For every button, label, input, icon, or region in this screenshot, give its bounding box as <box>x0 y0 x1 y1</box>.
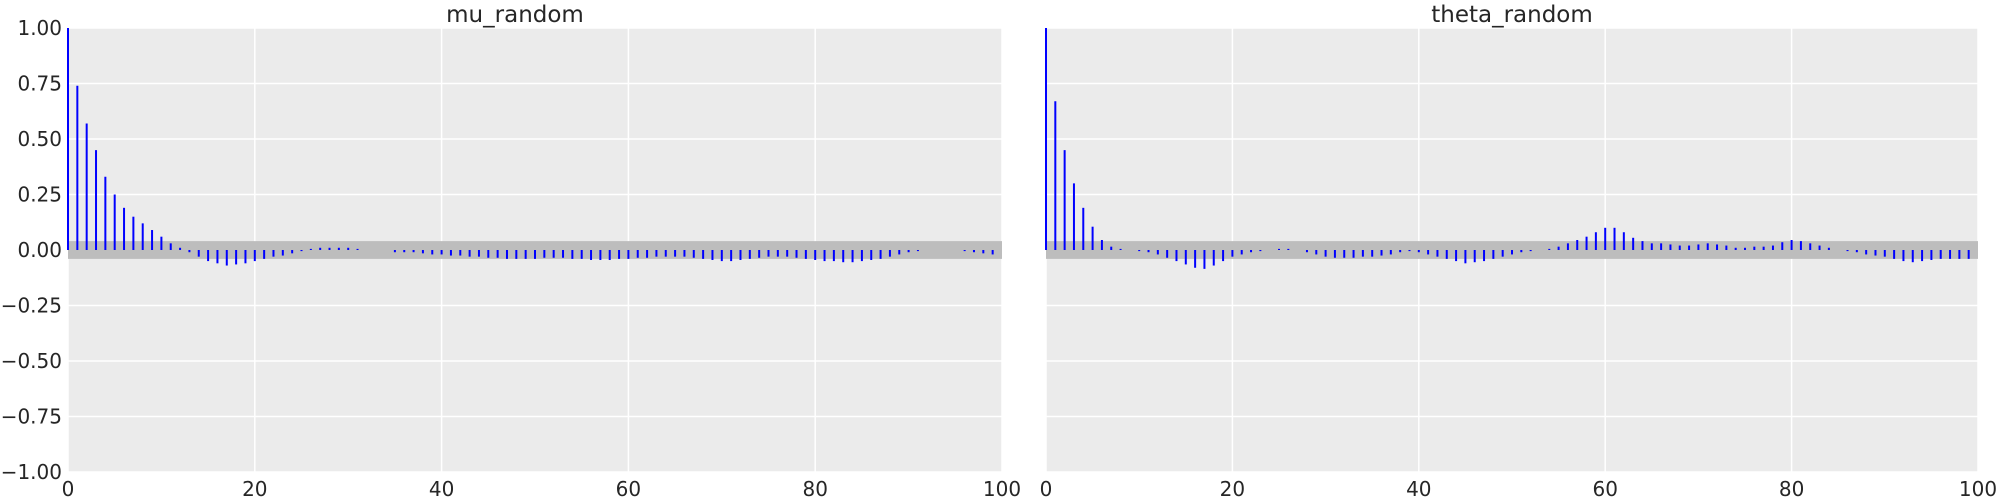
x-tick-label: 0 <box>62 477 75 500</box>
x-tick-label: 40 <box>429 477 454 500</box>
x-tick-label: 100 <box>983 477 1021 500</box>
x-tick-label: 60 <box>1592 477 1617 500</box>
y-tick-label: −1.00 <box>1 460 62 484</box>
y-tick-label: 0.25 <box>17 183 62 207</box>
x-tick-label: 0 <box>1040 477 1053 500</box>
y-tick-label: 1.00 <box>17 16 62 40</box>
theta-random-autocorrelation-panel: 0 20 40 60 80 100 theta_random <box>1040 2 1997 500</box>
mu-random-autocorrelation-panel: 0 20 40 60 80 100 1.00 0.75 0.50 0.25 0.00 −0.25 −0.… <box>1 2 1021 500</box>
x-tick-label: 40 <box>1406 477 1431 500</box>
y-tick-label: −0.25 <box>1 294 62 318</box>
y-tick-label: 0.50 <box>17 127 62 151</box>
y-tick-label: 0.75 <box>17 72 62 96</box>
y-tick-label: 0.00 <box>17 238 62 262</box>
x-tick-label: 60 <box>616 477 641 500</box>
x-tick-label: 20 <box>242 477 267 500</box>
y-tick-label: −0.50 <box>1 349 62 373</box>
panel-title: theta_random <box>1431 2 1593 28</box>
x-tick-label: 100 <box>1959 477 1997 500</box>
x-tick-label: 80 <box>1779 477 1804 500</box>
x-tick-label: 20 <box>1220 477 1245 500</box>
panel-title: mu_random <box>446 2 584 28</box>
x-tick-label: 80 <box>802 477 827 500</box>
y-tick-label: −0.75 <box>1 405 62 429</box>
